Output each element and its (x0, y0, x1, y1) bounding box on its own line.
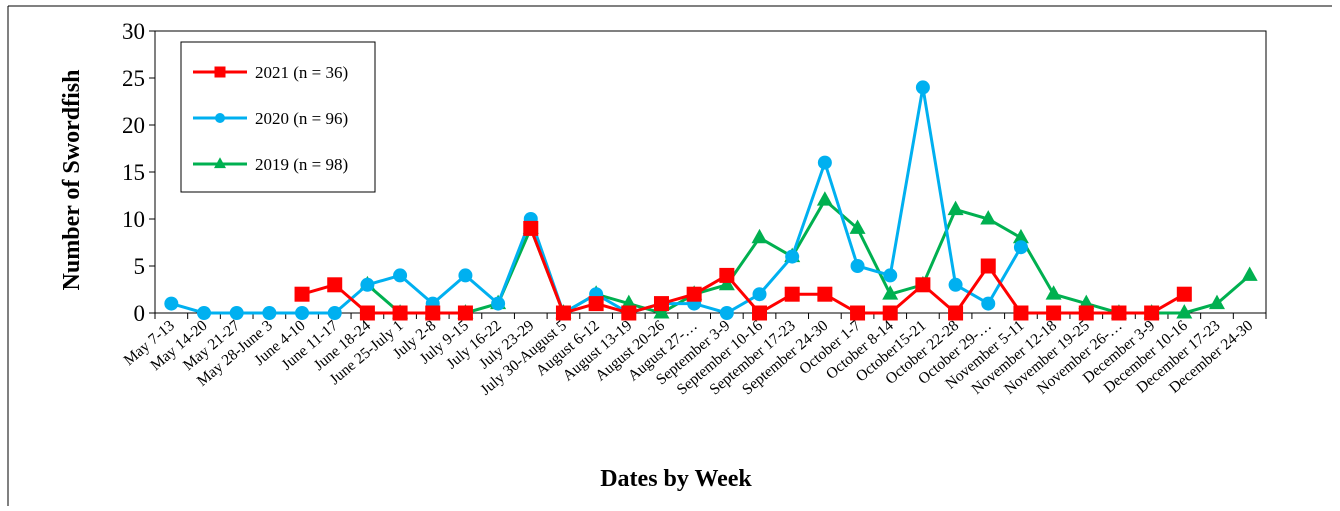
series-0-point-25 (980, 258, 996, 274)
series-2-point-27 (1045, 285, 1062, 300)
series-2-point-26 (1012, 228, 1029, 244)
series-0-point-17 (719, 267, 735, 283)
x-axis-label: Dates by Week (600, 466, 752, 492)
series-1-point-1 (197, 306, 212, 320)
series-2-point-20 (816, 191, 833, 206)
series-0-point-20 (817, 286, 833, 302)
series-2-point-32 (1208, 294, 1225, 310)
series-1-point-5 (327, 306, 342, 320)
series-1-point-0 (164, 296, 179, 311)
series-1-point-7 (393, 268, 408, 283)
series-1-point-10 (491, 296, 506, 311)
series-0-point-27 (1046, 305, 1062, 321)
y-tick-label-20: 20 (122, 113, 145, 138)
y-tick-label-15: 15 (122, 160, 145, 185)
series-0-point-31 (1176, 286, 1192, 302)
legend-label-2: 2019 (n = 98) (255, 155, 348, 174)
legend-entry-0: 2021 (n = 36) (193, 63, 348, 82)
series-0-point-13 (588, 296, 604, 312)
series-0-point-22 (882, 305, 898, 321)
series-0-point-30 (1144, 305, 1160, 321)
series-1-point-4 (295, 306, 310, 320)
series-0-point-29 (1111, 305, 1127, 321)
y-tick-label-10: 10 (122, 207, 145, 232)
series-0-point-14 (621, 305, 637, 321)
y-tick-label-0: 0 (134, 301, 146, 326)
y-tick-label-25: 25 (122, 66, 145, 91)
series-2-point-17 (718, 275, 735, 291)
series-0-point-24 (948, 305, 964, 321)
series-2-point-22 (882, 285, 899, 300)
series-1-point-20 (817, 155, 832, 170)
series-group (164, 80, 1258, 321)
series-2-point-33 (1241, 266, 1258, 281)
series-1-point-9 (458, 268, 473, 283)
series-2-point-14 (620, 294, 637, 310)
series-2-point-21 (849, 219, 866, 234)
series-1-point-21 (850, 259, 865, 273)
y-tick-label-30: 30 (122, 19, 145, 44)
series-0-point-12 (555, 305, 571, 321)
series-1-point-6 (360, 277, 375, 292)
legend-label-1: 2020 (n = 96) (255, 109, 348, 128)
series-0-point-6 (359, 305, 375, 321)
y-axis-label: Number of Swordfish (59, 70, 85, 291)
series-2-point-24 (947, 200, 964, 216)
series-0-point-28 (1078, 305, 1094, 321)
series-0-point-9 (457, 305, 473, 321)
legend-swatch-marker-0 (214, 66, 226, 78)
series-1-point-23 (915, 80, 930, 95)
legend-entry-1: 2020 (n = 96) (193, 109, 348, 128)
series-0-point-8 (425, 305, 441, 321)
legend-swatch-marker-1 (215, 113, 225, 123)
series-0-point-4 (294, 286, 310, 302)
series-1-point-25 (981, 296, 996, 311)
series-2-point-28 (1078, 294, 1095, 310)
series-2-point-31 (1176, 304, 1193, 319)
series-1-point-24 (948, 277, 963, 292)
series-0-point-23 (915, 277, 931, 293)
series-1-point-19 (785, 249, 800, 264)
series-0-point-26 (1013, 305, 1029, 321)
legend-label-0: 2021 (n = 36) (255, 63, 348, 82)
series-1-point-26 (1013, 240, 1028, 255)
series-1-point-22 (883, 268, 898, 283)
series-0-point-16 (686, 286, 702, 302)
series-1-point-2 (229, 306, 244, 320)
legend-entry-2: 2019 (n = 98) (193, 155, 348, 174)
series-2-point-25 (980, 210, 997, 225)
series-0-point-18 (752, 305, 768, 321)
series-1-point-17 (719, 306, 734, 320)
series-0-point-11 (523, 220, 539, 236)
series-2-point-18 (751, 228, 768, 244)
legend-swatch-marker-2 (214, 157, 226, 169)
series-0-point-15 (653, 296, 669, 312)
series-0-point-19 (784, 286, 800, 302)
series-1-point-3 (262, 306, 277, 320)
series-0 (294, 220, 1192, 321)
series-2-line (366, 197, 1251, 316)
series-0-point-21 (850, 305, 866, 321)
series-1-point-18 (752, 287, 767, 302)
series-0-point-7 (392, 305, 408, 321)
series-0-point-5 (327, 277, 343, 293)
y-tick-label-5: 5 (134, 254, 146, 279)
series-2-point-15 (653, 304, 670, 319)
legend: 2021 (n = 36) 2020 (n = 96) 2019 (n = 98) (180, 41, 376, 193)
